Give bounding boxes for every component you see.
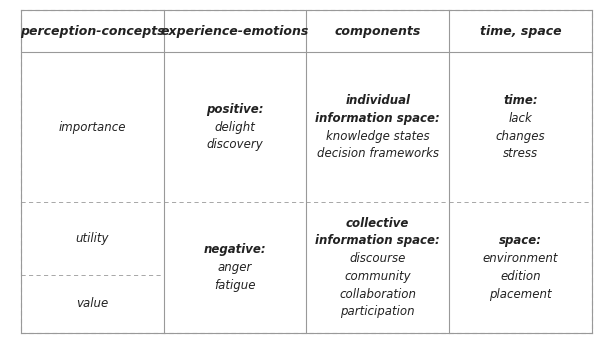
Text: time:: time: — [503, 94, 538, 107]
Text: collective: collective — [346, 216, 409, 229]
Text: positive:: positive: — [206, 103, 264, 116]
Text: perception-concepts: perception-concepts — [20, 25, 165, 38]
Text: information space:: information space: — [315, 234, 440, 247]
Text: space:: space: — [499, 234, 542, 247]
Text: participation: participation — [340, 305, 415, 318]
Text: discovery: discovery — [207, 138, 264, 151]
Text: collaboration: collaboration — [339, 287, 416, 300]
Text: information space:: information space: — [315, 112, 440, 125]
Text: placement: placement — [489, 287, 551, 300]
Text: importance: importance — [59, 121, 126, 134]
Text: decision frameworks: decision frameworks — [317, 147, 439, 160]
Text: utility: utility — [76, 232, 109, 245]
Text: discourse: discourse — [350, 252, 406, 265]
Text: negative:: negative: — [204, 243, 267, 256]
Text: changes: changes — [495, 130, 545, 143]
Text: delight: delight — [215, 121, 256, 134]
Text: community: community — [345, 270, 411, 283]
Text: components: components — [334, 25, 421, 38]
Text: anger: anger — [218, 261, 252, 274]
Text: edition: edition — [500, 270, 540, 283]
Text: value: value — [76, 297, 109, 310]
Text: knowledge states: knowledge states — [326, 130, 429, 143]
Text: time, space: time, space — [479, 25, 561, 38]
Text: stress: stress — [503, 147, 538, 160]
Text: fatigue: fatigue — [214, 279, 256, 292]
Text: individual: individual — [345, 94, 410, 107]
Text: environment: environment — [483, 252, 558, 265]
Text: experience-emotions: experience-emotions — [161, 25, 309, 38]
Text: lack: lack — [509, 112, 533, 125]
